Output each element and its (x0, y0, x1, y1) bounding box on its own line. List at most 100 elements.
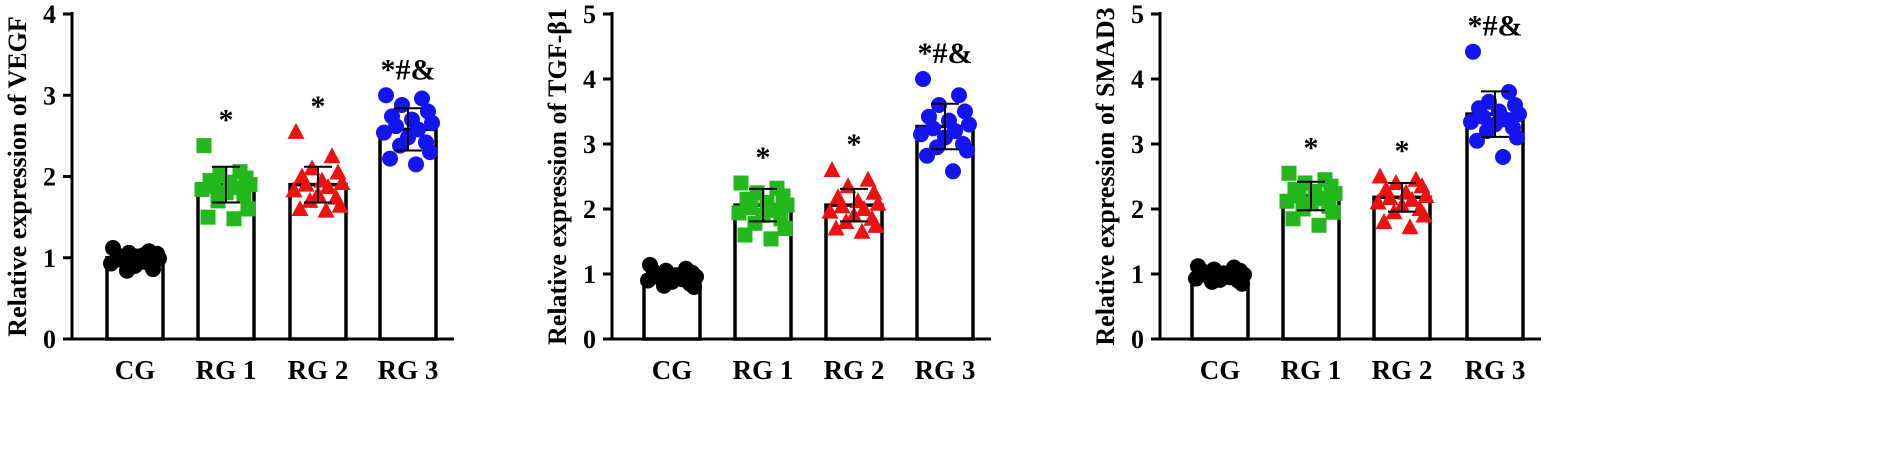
tgfb1-category-label: RG 3 (915, 355, 976, 385)
vegf-y-tick-label: 2 (43, 163, 56, 192)
tgfb1-y-axis-label: Relative expression of TGF-β1 (543, 8, 572, 345)
vegf-significance-label: * (219, 104, 234, 137)
vegf-point (317, 201, 335, 218)
smad3-y-tick-label: 4 (1131, 65, 1144, 94)
smad3-point (1371, 167, 1389, 184)
vegf-y-tick-label: 0 (43, 325, 56, 354)
tgfb1-point (869, 194, 887, 211)
tgfb1-category-label: RG 1 (733, 355, 794, 385)
vegf-point (149, 245, 165, 262)
tgfb1-significance-label: * (756, 141, 771, 174)
smad3-point (1220, 268, 1236, 285)
vegf-point (145, 261, 161, 278)
smad3-point (1417, 187, 1435, 203)
vegf-point (408, 156, 424, 173)
vegf-point (331, 196, 349, 213)
vegf-point (236, 188, 252, 204)
vegf-y-tick-label: 3 (43, 81, 56, 110)
vegf-point (240, 201, 256, 217)
tgfb1-point (931, 97, 947, 113)
vegf-point (414, 90, 430, 107)
smad3-point (1465, 43, 1481, 60)
tgfb1-point (747, 215, 763, 231)
vegf-point (196, 138, 212, 154)
smad3-bar-3 (1465, 112, 1525, 341)
tgfb1-point (855, 200, 873, 216)
tgfb1-point (821, 202, 839, 219)
smad3-point (1475, 108, 1491, 125)
tgfb1-y-tick-label: 5 (583, 0, 596, 29)
smad3-y-tick-label: 3 (1131, 130, 1144, 159)
tgfb1-point (925, 120, 941, 137)
vegf-point (297, 175, 315, 192)
tgfb1-point (915, 71, 931, 87)
tgfb1-y-tick-label: 0 (583, 325, 596, 354)
smad3-y-tick-label: 2 (1131, 195, 1144, 224)
vegf-point (194, 182, 210, 197)
tgfb1-point (763, 231, 779, 247)
smad3-point (1279, 193, 1295, 209)
vegf-point (210, 193, 226, 209)
tgfb1-point (737, 227, 753, 243)
vegf-point (388, 118, 404, 135)
vegf-category-label: RG 2 (288, 355, 349, 385)
vegf-point (291, 200, 309, 216)
smad3-y-tick-label: 1 (1131, 260, 1144, 289)
tgfb1-category-label: RG 2 (824, 355, 885, 385)
tgfb1-point (656, 277, 672, 294)
tgfb1-point (867, 216, 885, 233)
smad3-point (1369, 193, 1387, 210)
vegf-point (109, 251, 125, 268)
tgfb1-y-tick-label: 4 (583, 65, 596, 94)
smad3-point (1311, 217, 1327, 233)
smad3-significance-label: * (1304, 131, 1319, 164)
smad3-point (1381, 188, 1399, 205)
vegf-point (424, 114, 440, 131)
vegf-point (287, 122, 305, 139)
tgfb1-point (686, 279, 702, 295)
vegf-category-label: RG 1 (196, 355, 257, 385)
tgfb1-panel: 0 1 2 3 4 5 Relative expression of TGF-β1 CG * RG… (543, 0, 991, 385)
vegf-point (206, 178, 222, 194)
vegf-point (200, 209, 216, 225)
vegf-point (376, 124, 392, 141)
smad3-category-label: RG 3 (1465, 355, 1526, 385)
smad3-point (1469, 132, 1485, 149)
vegf-y-axis-label: Relative expression of VEGF (3, 16, 32, 336)
smad3-point (1415, 206, 1433, 223)
vegf-category-label: CG (115, 355, 156, 385)
smad3-point (1479, 123, 1495, 139)
tgfb1-point (919, 147, 935, 164)
vegf-category-label: RG 3 (378, 355, 439, 385)
vegf-point (323, 147, 341, 164)
smad3-point (1509, 129, 1525, 146)
tgfb1-point (951, 87, 967, 104)
vegf-point (226, 211, 242, 227)
vegf-point (242, 177, 258, 193)
tgfb1-point (859, 170, 877, 187)
tgfb1-category-label: CG (652, 355, 693, 385)
smad3-significance-label: *#& (1468, 10, 1523, 43)
smad3-y-axis-label: Relative expression of SMAD3 (1091, 7, 1120, 345)
tgfb1-y-tick-label: 3 (583, 130, 596, 159)
tgfb1-significance-label: * (847, 128, 862, 161)
smad3-point (1194, 263, 1210, 280)
tgfb1-point (646, 264, 662, 281)
smad3-point (1327, 185, 1343, 201)
tgfb1-point (853, 222, 871, 239)
vegf-point (422, 144, 438, 161)
tgfb1-point (743, 200, 759, 216)
smad3-point (1285, 211, 1301, 227)
vegf-point (329, 163, 347, 180)
smad3-point (1234, 275, 1250, 292)
tgfb1-point (957, 103, 973, 120)
smad3-point (1325, 204, 1341, 220)
tgfb1-point (833, 197, 851, 214)
vegf-point (285, 181, 303, 198)
tgfb1-point (823, 161, 841, 177)
tgfb1-point (961, 116, 977, 133)
smad3-y-tick-label: 5 (1131, 0, 1144, 29)
vegf-y-tick-label: 4 (43, 0, 56, 29)
tgfb1-point (672, 269, 688, 286)
